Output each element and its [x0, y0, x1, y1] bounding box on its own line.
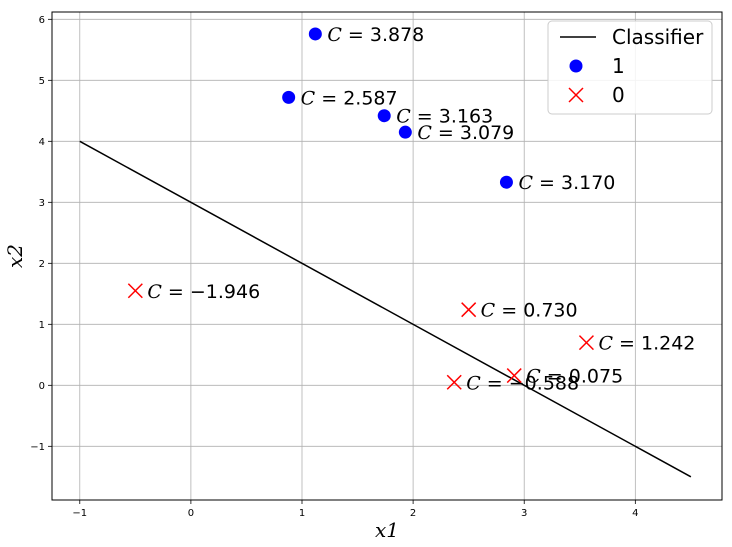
legend-label: 0 — [612, 83, 625, 107]
x-marker-stroke — [506, 368, 522, 384]
x-marker-stroke — [578, 335, 594, 351]
x-tick-label: −1 — [72, 508, 87, 519]
class-1-point — [499, 175, 513, 189]
y-tick-label: 3 — [39, 198, 45, 209]
x-marker-stroke — [127, 283, 143, 299]
x-axis-label: x1 — [375, 518, 399, 542]
class-1-point — [282, 90, 296, 104]
point-annotation: C = 1.242 — [598, 333, 695, 355]
legend-circle-swatch — [569, 59, 583, 73]
y-tick-label: 5 — [39, 76, 45, 87]
class-0-point — [461, 302, 477, 318]
x-marker-stroke — [568, 87, 584, 103]
y-axis-label: x2 — [3, 244, 27, 268]
point-annotation: C = 0.075 — [526, 366, 623, 388]
legend: Classifier 1 0 — [547, 20, 713, 115]
class-1-point — [308, 27, 322, 41]
legend-x-swatch — [568, 87, 584, 103]
x-tick-label: 0 — [188, 508, 194, 519]
class-0-point — [127, 283, 143, 299]
legend-box — [547, 20, 713, 115]
legend-label: Classifier — [612, 25, 704, 49]
point-annotation: C = 3.878 — [327, 24, 424, 46]
point-annotation: C = −0.588 — [466, 372, 579, 394]
point-annotation: C = 3.163 — [396, 106, 493, 128]
class-0-point — [578, 335, 594, 351]
y-tick-label: 1 — [39, 320, 45, 331]
point-annotation: C = 2.587 — [301, 87, 398, 109]
x-tick-label: 1 — [299, 508, 305, 519]
point-annotation: C = 0.730 — [481, 300, 578, 322]
y-tick-label: 0 — [39, 381, 45, 392]
classifier-line — [79, 140, 692, 478]
y-tick-label: 6 — [39, 15, 45, 26]
plot-area — [51, 11, 723, 501]
x-tick-label: 3 — [521, 508, 527, 519]
ticks: −1 0 1 2 3 4 −1 0 1 2 3 4 5 6 — [30, 15, 638, 519]
x-tick-label: 4 — [632, 508, 638, 519]
x-marker-stroke — [446, 374, 462, 390]
y-tick-label: 2 — [39, 259, 45, 270]
class-0-point — [506, 368, 522, 384]
point-annotation: C = −1.946 — [147, 281, 260, 303]
point-annotation: C = 3.079 — [417, 122, 514, 144]
x-tick-label: 2 — [410, 508, 416, 519]
class-1-point — [377, 109, 391, 123]
x-marker-stroke — [461, 302, 477, 318]
grid — [52, 12, 722, 500]
legend-label: 1 — [612, 54, 625, 78]
y-tick-label: 4 — [39, 137, 45, 148]
class-1-point — [398, 125, 412, 139]
class-0-point — [446, 374, 462, 390]
axes-frame — [51, 11, 723, 501]
point-annotation: C = 3.170 — [518, 172, 615, 194]
y-tick-label: −1 — [30, 442, 45, 453]
